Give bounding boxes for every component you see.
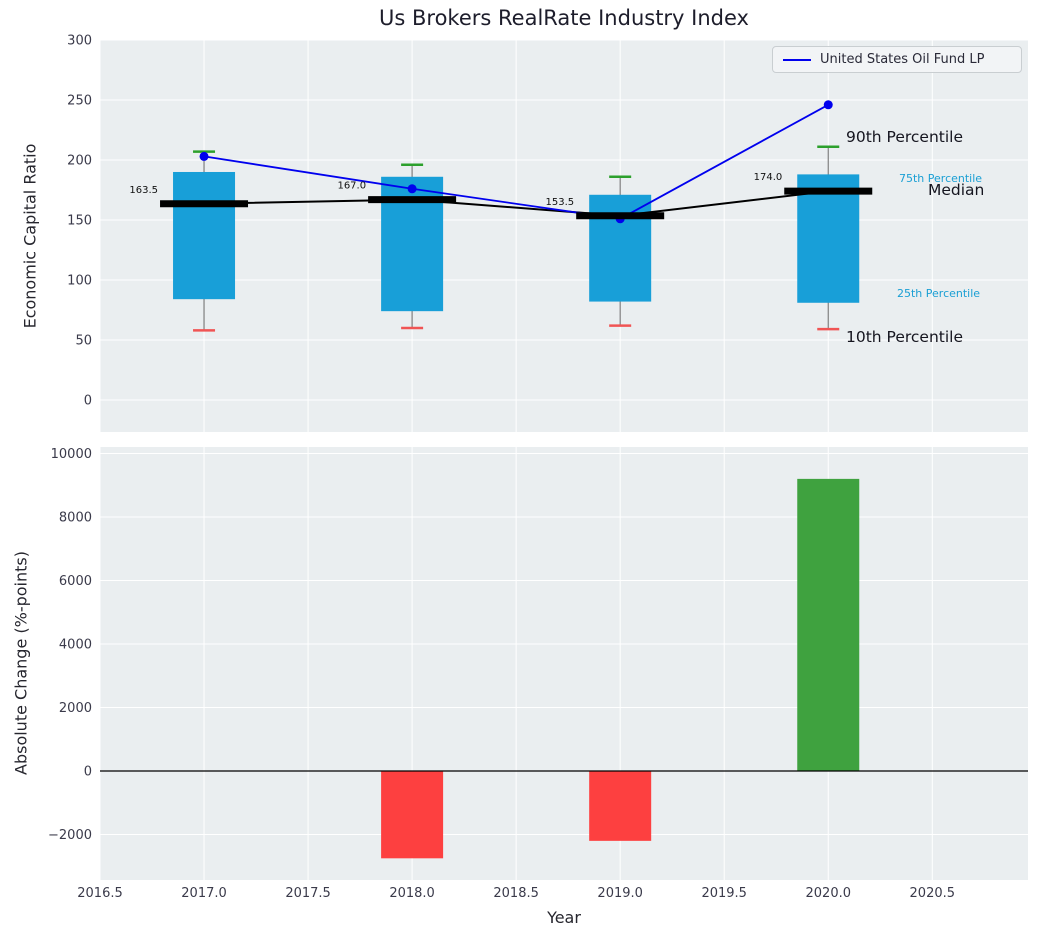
median-value-label: 153.5 xyxy=(546,197,575,208)
annotation-25th-percentile: 25th Percentile xyxy=(897,287,981,300)
x-axis-label: Year xyxy=(547,908,581,927)
bottom-y-tick-label: 4000 xyxy=(59,637,92,652)
percentile-box xyxy=(173,171,236,300)
bottom-y-axis-label: Absolute Change (%-points) xyxy=(11,551,31,775)
fund-marker xyxy=(199,151,209,161)
top-y-tick-label: 0 xyxy=(84,393,92,408)
x-tick-label: 2020.5 xyxy=(910,886,956,901)
x-tick-label: 2019.5 xyxy=(701,886,747,901)
bottom-y-tick-label: 2000 xyxy=(59,701,92,716)
legend-line-sample xyxy=(783,58,811,61)
top-y-tick-label: 200 xyxy=(67,153,92,168)
median-value-label: 174.0 xyxy=(754,172,783,183)
annotation-75th-percentile: 75th Percentile xyxy=(899,172,983,185)
x-tick-label: 2020.0 xyxy=(806,886,852,901)
median-trend-line xyxy=(204,190,829,217)
change-bar xyxy=(797,478,860,771)
bottom-y-tick-label: 6000 xyxy=(59,574,92,589)
top-y-tick-label: 100 xyxy=(67,273,92,288)
bottom-y-tick-label: 0 xyxy=(84,764,92,779)
x-tick-label: 2017.0 xyxy=(181,886,227,901)
median-value-label: 163.5 xyxy=(129,185,158,196)
x-tick-label: 2018.5 xyxy=(493,886,539,901)
top-y-tick-label: 300 xyxy=(67,34,92,49)
percentile-box xyxy=(589,194,652,302)
bottom-y-tick-label: −2000 xyxy=(48,828,92,843)
x-tick-label: 2017.5 xyxy=(285,886,331,901)
top-y-tick-label: 250 xyxy=(67,93,92,108)
annotation-median: Median xyxy=(928,181,985,199)
top-y-tick-label: 150 xyxy=(67,213,92,228)
bottom-y-tick-label: 10000 xyxy=(51,447,92,462)
change-bar xyxy=(381,770,444,859)
bottom-plot-background xyxy=(100,447,1028,880)
annotation-10th-percentile: 10th Percentile xyxy=(846,328,964,346)
fund-marker xyxy=(823,100,833,110)
median-value-label: 167.0 xyxy=(337,181,366,192)
x-tick-label: 2018.0 xyxy=(389,886,435,901)
top-y-axis-label: Economic Capital Ratio xyxy=(20,143,40,329)
fund-line xyxy=(203,104,829,220)
legend: United States Oil Fund LP xyxy=(772,46,1022,73)
percentile-box xyxy=(797,174,860,303)
x-tick-label: 2019.0 xyxy=(597,886,643,901)
top-plot-background xyxy=(100,40,1028,432)
fund-marker xyxy=(407,184,417,194)
legend-label: United States Oil Fund LP xyxy=(820,52,985,67)
change-bar xyxy=(589,770,652,841)
bottom-y-tick-label: 8000 xyxy=(59,510,92,525)
annotation-90th-percentile: 90th Percentile xyxy=(846,128,964,146)
top-y-tick-label: 50 xyxy=(75,333,92,348)
chart-title: Us Brokers RealRate Industry Index xyxy=(379,6,749,30)
x-tick-label: 2016.5 xyxy=(77,886,123,901)
